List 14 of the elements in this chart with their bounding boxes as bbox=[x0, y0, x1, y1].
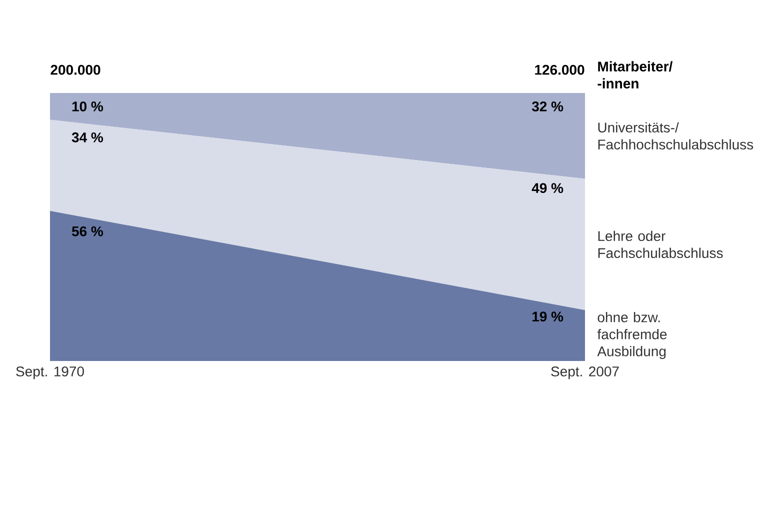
x-tick-label: Sept. 2007 bbox=[551, 366, 619, 380]
data-label: 19 % bbox=[532, 312, 564, 322]
series-label: Lehre oder Fachschulabschluss bbox=[598, 230, 723, 258]
text: 200.000 bbox=[50, 64, 100, 75]
series-label: ohne bzw. fachfremde Ausbildung bbox=[597, 312, 667, 360]
data-label: 32 % bbox=[532, 102, 564, 112]
data-label: 34 % bbox=[72, 132, 104, 142]
data-label: 56 % bbox=[72, 226, 104, 236]
legend-title: Mitarbeiter/ -innen bbox=[598, 61, 673, 88]
data-label: 49 % bbox=[532, 183, 564, 194]
x-tick-label: Sept. 1970 bbox=[16, 366, 84, 380]
text: 126.000 bbox=[535, 64, 584, 75]
data-label: 10 % bbox=[72, 102, 104, 112]
series-label: Universitäts-/ Fachhochschulabschluss bbox=[598, 122, 754, 150]
